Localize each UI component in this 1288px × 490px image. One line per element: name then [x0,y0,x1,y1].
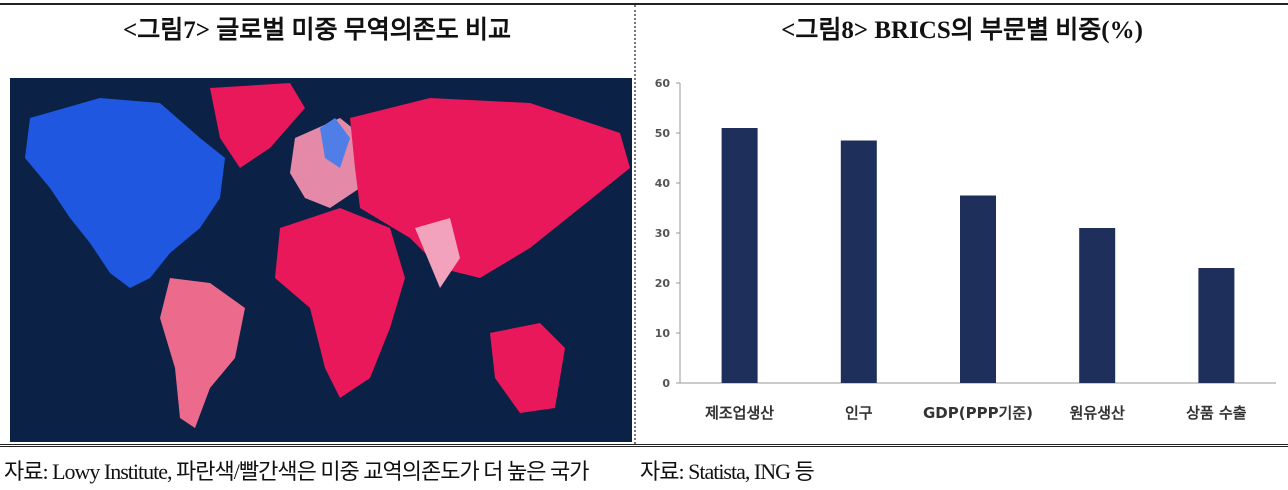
x-tick-label: 상품 수출 [1186,404,1247,422]
x-tick-label: GDP(PPP기준) [923,404,1033,422]
y-tick-label: 50 [655,127,671,140]
india [415,218,460,288]
y-tick-label: 40 [655,177,671,190]
y-tick-label: 20 [655,277,671,290]
x-tick-label: 원유생산 [1070,404,1125,422]
bar [840,140,877,383]
australia [490,323,565,413]
right-caption: 자료: Statista, ING 등 [640,459,815,484]
south-america [160,278,245,428]
bar [960,195,996,383]
left-title: <그림7> 글로벌 미중 무역의존도 비교 [123,17,511,44]
bar-chart: 0 10 20 30 40 50 60 제조업생산 인구 GDP(PPP기준) 원유생산 상품 수출 [655,77,1276,422]
chart-title: <그림8> BRICS의 부문별 비중(%) [781,17,1143,44]
bar [1198,268,1235,383]
x-tick-label: 제조업생산 [705,404,774,422]
africa [275,208,405,398]
x-tick-label: 인구 [845,404,873,422]
top-rule [0,3,1288,5]
greenland [210,83,305,168]
bottom-rule [0,444,1288,447]
divider [634,5,636,444]
y-tick-label: 0 [662,377,670,390]
world-map [10,78,632,442]
bar [721,128,758,383]
y-tick-label: 10 [655,327,671,340]
bar [1079,228,1116,383]
north-america [25,98,225,288]
left-caption: 자료: Lowy Institute, 파란색/빨간색은 미중 교역의존도가 더… [4,459,589,484]
nordics [320,118,350,168]
y-tick-label: 30 [655,227,671,240]
y-tick-label: 60 [655,77,671,90]
